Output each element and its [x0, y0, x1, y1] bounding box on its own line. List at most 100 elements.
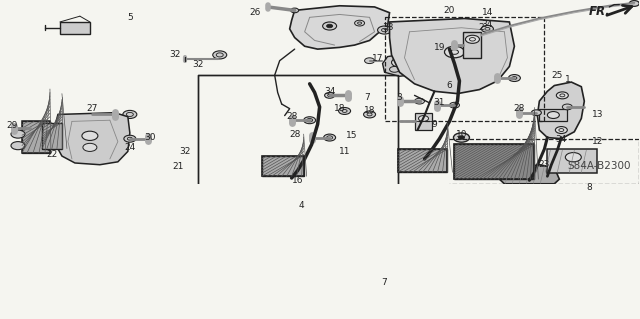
Text: 17: 17: [372, 55, 383, 63]
Polygon shape: [290, 6, 390, 49]
Circle shape: [481, 26, 493, 32]
Bar: [397, 149, 447, 172]
Circle shape: [419, 115, 429, 121]
Circle shape: [291, 8, 299, 13]
Circle shape: [508, 75, 520, 81]
Circle shape: [11, 130, 25, 138]
Circle shape: [11, 142, 25, 150]
Circle shape: [563, 104, 572, 110]
Circle shape: [303, 117, 316, 124]
Circle shape: [556, 92, 568, 99]
Circle shape: [415, 98, 424, 104]
Text: 30: 30: [144, 133, 156, 142]
Circle shape: [531, 110, 541, 115]
Circle shape: [454, 133, 470, 142]
Text: 4: 4: [299, 201, 305, 210]
Circle shape: [364, 111, 376, 118]
Bar: [547, 149, 597, 174]
Bar: [415, 113, 433, 130]
Text: 33: 33: [382, 23, 394, 32]
Text: 21: 21: [172, 162, 184, 171]
Text: 28: 28: [514, 104, 525, 113]
Text: 26: 26: [249, 8, 260, 17]
Circle shape: [629, 1, 639, 6]
Circle shape: [212, 51, 227, 59]
Bar: [42, 122, 62, 149]
Circle shape: [556, 112, 567, 119]
Circle shape: [326, 24, 333, 28]
Text: 7: 7: [381, 278, 387, 286]
Text: 31: 31: [434, 98, 445, 108]
Text: 34: 34: [324, 87, 335, 96]
Circle shape: [378, 26, 392, 34]
Text: 12: 12: [591, 137, 603, 146]
Circle shape: [390, 66, 399, 72]
Bar: [198, 75, 397, 185]
Circle shape: [429, 48, 445, 57]
Text: 27: 27: [86, 104, 97, 113]
Circle shape: [442, 51, 456, 59]
Circle shape: [83, 143, 97, 152]
Circle shape: [324, 93, 335, 98]
Text: 23: 23: [539, 160, 550, 169]
Polygon shape: [383, 53, 428, 76]
Circle shape: [449, 102, 460, 108]
Circle shape: [412, 57, 424, 64]
Circle shape: [82, 131, 98, 140]
Text: 14: 14: [482, 8, 493, 17]
Bar: [454, 145, 534, 179]
Text: 18: 18: [364, 107, 375, 115]
Circle shape: [365, 58, 374, 63]
Bar: [22, 121, 50, 153]
Text: 29: 29: [6, 122, 18, 130]
Circle shape: [547, 112, 559, 118]
Bar: [262, 156, 303, 176]
Text: 6: 6: [447, 81, 452, 90]
Polygon shape: [55, 113, 130, 165]
Text: 34: 34: [556, 135, 567, 145]
Text: 9: 9: [431, 120, 437, 129]
Text: 13: 13: [591, 110, 603, 119]
Circle shape: [392, 58, 408, 67]
Circle shape: [123, 110, 137, 118]
Bar: [397, 149, 447, 172]
Text: 7: 7: [365, 93, 371, 101]
Text: 32: 32: [179, 147, 191, 156]
Text: 2: 2: [479, 23, 484, 32]
Polygon shape: [499, 165, 559, 184]
Text: 32: 32: [169, 50, 180, 59]
Circle shape: [124, 135, 136, 142]
Circle shape: [465, 35, 479, 43]
Bar: [22, 121, 50, 153]
Circle shape: [324, 134, 335, 141]
Text: 28: 28: [286, 112, 298, 121]
Bar: [540, 109, 567, 121]
Bar: [262, 156, 303, 176]
Text: S84A-B2300: S84A-B2300: [568, 161, 631, 171]
Circle shape: [449, 59, 460, 66]
Bar: [454, 145, 534, 179]
Circle shape: [444, 46, 465, 58]
Polygon shape: [538, 82, 584, 139]
Circle shape: [355, 20, 365, 26]
Text: 8: 8: [586, 183, 592, 192]
Circle shape: [339, 108, 351, 115]
Text: 20: 20: [444, 6, 455, 15]
Text: 32: 32: [192, 60, 204, 69]
Text: FR.: FR.: [588, 5, 610, 18]
Text: 22: 22: [46, 150, 58, 160]
Text: 25: 25: [552, 70, 563, 80]
Bar: [463, 32, 481, 58]
Bar: [60, 22, 90, 33]
Text: 19: 19: [434, 43, 445, 52]
Circle shape: [458, 136, 465, 139]
Text: 11: 11: [339, 147, 350, 156]
Circle shape: [556, 127, 567, 134]
Text: 28: 28: [289, 130, 300, 138]
Text: 16: 16: [292, 176, 303, 185]
Text: 34: 34: [482, 20, 493, 29]
Text: 18: 18: [334, 104, 346, 113]
Text: 15: 15: [346, 131, 357, 140]
Text: 24: 24: [124, 143, 136, 152]
Bar: [42, 122, 62, 149]
